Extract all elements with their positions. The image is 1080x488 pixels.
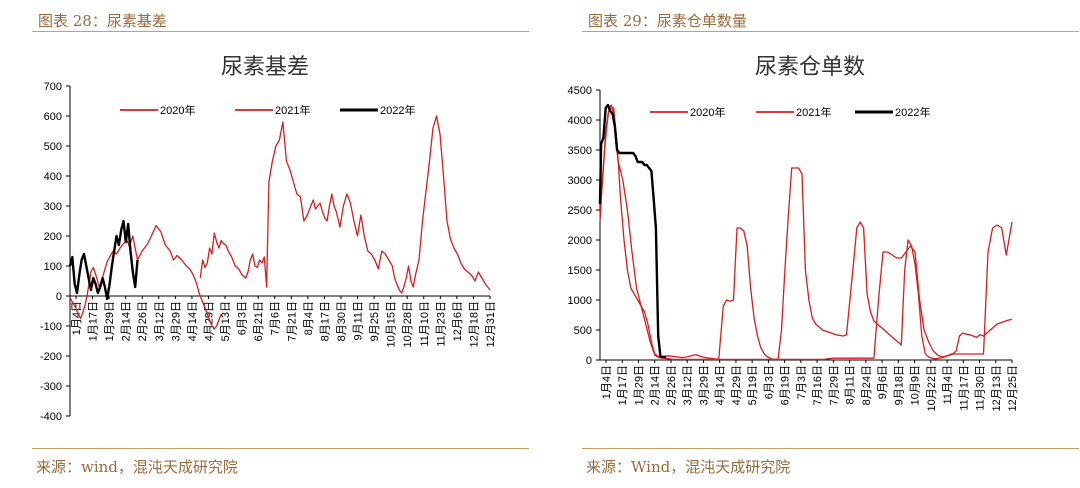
x-tick-label: 6月19日 [780,365,792,405]
x-tick-label: 5月13日 [220,301,232,341]
x-tick-label: 4月29日 [731,365,743,405]
y-tick-label: 200 [44,231,62,243]
y-tick-label: -300 [40,381,62,393]
x-tick-label: 8月30日 [336,301,348,341]
legend-label: 2020年 [690,105,725,119]
x-tick-label: 8月11日 [845,365,857,405]
series-line-2022年 [68,219,139,301]
x-tick-label: 4月14日 [187,301,199,341]
x-tick-label: 12月18日 [468,301,480,347]
x-tick-label: 6月21日 [253,301,265,341]
x-tick-label: 10月15日 [386,301,398,347]
y-tick-label: 2000 [568,235,592,247]
x-tick-label: 7月29日 [828,365,840,405]
series-line-2022年 [598,103,667,359]
x-tick-label: 11月4日 [942,365,954,405]
x-tick-label: 9月6日 [877,365,889,399]
x-tick-label: 7月6日 [270,301,282,335]
x-tick-label: 3月29日 [698,365,710,405]
x-tick-label: 3月12日 [154,301,166,341]
y-tick-label: 700 [44,81,62,93]
y-tick-label: 500 [44,141,62,153]
x-tick-label: 12月13日 [991,365,1003,411]
y-tick-label: 3000 [568,175,592,187]
x-tick-label: 11月17日 [958,365,970,411]
y-tick-label: 0 [56,291,62,303]
x-tick-label: 10月28日 [402,301,414,347]
x-tick-label: 1月29日 [104,301,116,341]
y-tick-label: 300 [44,201,62,213]
legend-label: 2021年 [796,105,831,119]
source-divider [32,448,529,449]
chart-title: 尿素基差 [221,55,309,80]
y-tick-label: 500 [574,325,592,337]
x-tick-label: 9月18日 [893,365,905,405]
y-tick-label: 4000 [568,115,592,127]
series-line-2021年 [199,115,491,294]
x-tick-label: 1月4日 [71,301,83,335]
caption-divider [32,31,529,32]
legend-label: 2020年 [160,103,195,117]
x-tick-label: 11月30日 [975,365,987,411]
chart-title: 尿素仓单数 [755,55,865,80]
y-tick-label: -100 [40,321,62,333]
x-tick-label: 1月4日 [601,365,613,399]
x-tick-label: 8月24日 [861,365,873,405]
y-tick-label: 100 [44,261,62,273]
y-tick-label: 2500 [568,205,592,217]
legend-label: 2022年 [895,105,930,119]
x-tick-label: 2月14日 [121,301,133,341]
caption-divider [582,31,1079,32]
x-tick-label: 4月14日 [715,365,727,405]
x-tick-label: 3月29日 [170,301,182,341]
x-tick-label: 1月17日 [617,365,629,405]
x-tick-label: 6月3日 [763,365,775,399]
x-tick-label: 12月6日 [452,301,464,341]
source-note: 来源：wind，混沌天成研究院 [36,458,238,476]
y-tick-label: 3500 [568,145,592,157]
x-tick-label: 9月25日 [369,301,381,341]
x-tick-label: 12月25日 [1007,365,1019,411]
x-tick-label: 10月22日 [926,365,938,411]
x-tick-label: 2月26日 [666,365,678,405]
y-tick-label: 4500 [568,85,592,97]
x-tick-label: 2月26日 [137,301,149,341]
y-tick-label: -200 [40,351,62,363]
x-tick-label: 12月31日 [485,301,497,347]
figure-caption: 图表 28：尿素基差 [38,12,167,30]
legend-label: 2021年 [275,103,310,117]
series-line-2020年 [69,224,222,330]
x-tick-label: 1月29日 [633,365,645,405]
y-tick-label: 400 [44,171,62,183]
y-tick-label: 600 [44,111,62,123]
basis-panel: 图表 28：尿素基差 尿素基差 -400 -300 -200 -100 0 100 200 30… [0,0,530,488]
x-tick-label: 10月9日 [910,365,922,405]
source-divider [582,448,1079,449]
x-tick-label: 8月17日 [319,301,331,341]
legend-label: 2022年 [380,103,415,117]
x-tick-label: 2月14日 [650,365,662,405]
figure-caption: 图表 29：尿素仓单数量 [588,12,747,30]
y-tick-label: 1500 [568,265,592,277]
x-tick-label: 7月3日 [796,365,808,399]
y-tick-label: -400 [40,411,62,423]
x-tick-label: 11月10日 [419,301,431,347]
series-line-2021年 [599,104,1013,361]
warrant-panel: 图表 29：尿素仓单数量 尿素仓单数 0 500 1000 1500 2000 2500 30… [550,0,1080,488]
x-tick-label: 1月17日 [88,301,100,341]
basis-line-chart: 尿素基差 -400 -300 -200 -100 0 100 200 300 400 500 600 7… [40,55,497,423]
x-tick-label: 9月11日 [353,301,365,341]
x-tick-label: 6月3日 [237,301,249,335]
series-line-2020年 [599,107,1013,361]
source-note: 来源：Wind，混沌天成研究院 [586,458,791,476]
x-tick-label: 7月21日 [286,301,298,341]
x-tick-label: 7月16日 [812,365,824,405]
warrant-line-chart: 尿素仓单数 0 500 1000 1500 2000 2500 3000 3500 4000 450… [568,55,1019,411]
x-tick-label: 5月19日 [747,365,759,405]
x-tick-label: 8月4日 [303,301,315,335]
x-tick-label: 3月12日 [682,365,694,405]
x-tick-label: 11月23日 [435,301,447,347]
y-tick-label: 1000 [568,295,592,307]
y-tick-label: 0 [586,355,592,367]
